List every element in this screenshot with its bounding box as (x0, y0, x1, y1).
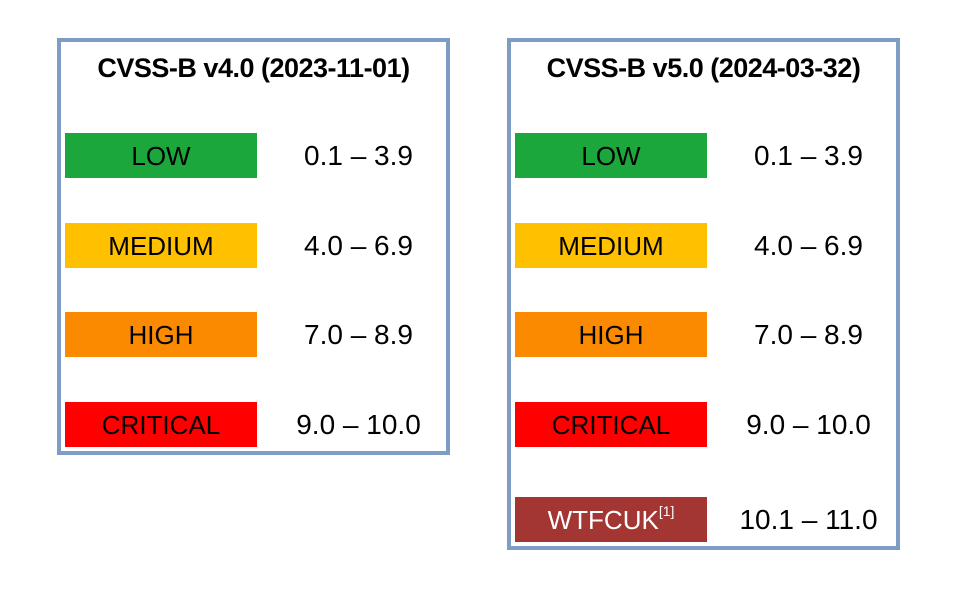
severity-bar-wtfcuk: WTFCUK[1] (515, 497, 707, 542)
severity-bar-critical: CRITICAL (515, 402, 707, 447)
severity-range: 7.0 – 8.9 (754, 318, 863, 350)
severity-row-medium: MEDIUM 4.0 – 6.9 (511, 223, 896, 268)
panel-title-v4: CVSS-B v4.0 (2023-11-01) (97, 53, 410, 83)
severity-bar-high: HIGH (65, 312, 257, 357)
severity-range: 9.0 – 10.0 (746, 408, 871, 440)
severity-label: MEDIUM (108, 230, 214, 261)
panel-cvss-v5: CVSS-B v5.0 (2024-03-32) LOW 0.1 – 3.9 M… (507, 38, 900, 550)
severity-label: CRITICAL (101, 409, 221, 440)
severity-range: 4.0 – 6.9 (304, 229, 413, 261)
severity-label: HIGH (128, 319, 194, 350)
panel-cvss-v4: CVSS-B v4.0 (2023-11-01) LOW 0.1 – 3.9 M… (57, 38, 450, 455)
severity-label-text: WTFCUK (547, 504, 659, 535)
severity-bar-critical: CRITICAL (65, 402, 257, 447)
severity-label: HIGH (578, 319, 644, 350)
severity-range: 0.1 – 3.9 (304, 139, 413, 171)
severity-range: 10.1 – 11.0 (739, 503, 878, 535)
severity-row-high: HIGH 7.0 – 8.9 (61, 312, 446, 357)
severity-range: 9.0 – 10.0 (296, 408, 421, 440)
severity-bar-high: HIGH (515, 312, 707, 357)
severity-label: CRITICAL (551, 409, 671, 440)
severity-bar-medium: MEDIUM (515, 223, 707, 268)
footnote-marker: [1] (658, 502, 675, 519)
severity-row-wtfcuk: WTFCUK[1] 10.1 – 11.0 (511, 497, 896, 542)
severity-row-critical: CRITICAL 9.0 – 10.0 (511, 402, 896, 447)
severity-label: MEDIUM (558, 230, 664, 261)
panel-title-v5: CVSS-B v5.0 (2024-03-32) (546, 53, 861, 83)
severity-range: 7.0 – 8.9 (304, 318, 413, 350)
severity-row-low: LOW 0.1 – 3.9 (61, 133, 446, 178)
severity-label: LOW (581, 140, 641, 171)
severity-bar-low: LOW (515, 133, 707, 178)
severity-range: 4.0 – 6.9 (754, 229, 863, 261)
severity-range: 0.1 – 3.9 (754, 139, 863, 171)
severity-label: WTFCUK[1] (547, 504, 675, 535)
severity-row-critical: CRITICAL 9.0 – 10.0 (61, 402, 446, 447)
severity-label: LOW (131, 140, 191, 171)
severity-row-medium: MEDIUM 4.0 – 6.9 (61, 223, 446, 268)
severity-row-high: HIGH 7.0 – 8.9 (511, 312, 896, 357)
severity-row-low: LOW 0.1 – 3.9 (511, 133, 896, 178)
severity-bar-low: LOW (65, 133, 257, 178)
severity-bar-medium: MEDIUM (65, 223, 257, 268)
